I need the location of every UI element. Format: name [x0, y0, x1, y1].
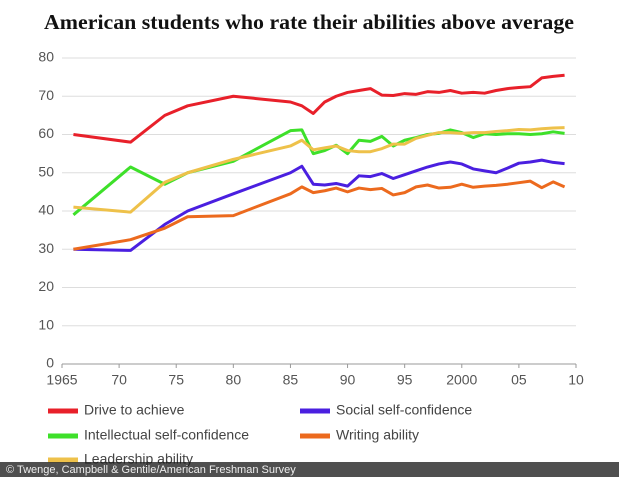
x-tick-label: 1965: [46, 372, 77, 388]
plot-area: 0 10 20 30 40 50 60 70 80 1965 70 75 80 85 90 95 2000 05 1…: [38, 49, 584, 388]
y-tick-label: 10: [38, 316, 54, 332]
legend-label: Social self-confidence: [336, 402, 472, 418]
x-tick-label: 90: [340, 372, 356, 388]
x-tick-label: 85: [283, 372, 299, 388]
x-tick-label: 05: [511, 372, 527, 388]
legend-label: Intellectual self-confidence: [84, 427, 249, 443]
x-tick-label: 75: [168, 372, 184, 388]
x-tick-label: 80: [226, 372, 242, 388]
x-tick-label: 95: [397, 372, 413, 388]
y-tick-label: 60: [38, 125, 54, 141]
legend: Drive to achieve Social self-confidence In…: [48, 402, 472, 467]
y-tick-label: 50: [38, 163, 54, 179]
x-tick-label: 70: [111, 372, 127, 388]
x-tick-label: 2000: [446, 372, 477, 388]
source-band: [0, 462, 619, 477]
source: © Twenge, Campbell & Gentile/American Fr…: [6, 464, 296, 476]
x-tick-label: 10: [568, 372, 584, 388]
legend-label: Drive to achieve: [84, 402, 185, 418]
data-line: [73, 158, 565, 252]
data-line: [73, 126, 565, 214]
y-tick-label: 80: [38, 49, 54, 65]
chart-title: American students who rate their abiliti…: [44, 10, 574, 34]
y-tick-label: 70: [38, 87, 54, 103]
y-tick-label: 30: [38, 240, 54, 256]
legend-label: Writing ability: [336, 427, 419, 443]
data-line: [73, 73, 565, 144]
data-line: [73, 179, 566, 251]
y-tick-label: 20: [38, 278, 54, 294]
y-tick-label: 0: [46, 355, 54, 371]
y-tick-label: 40: [38, 202, 54, 218]
